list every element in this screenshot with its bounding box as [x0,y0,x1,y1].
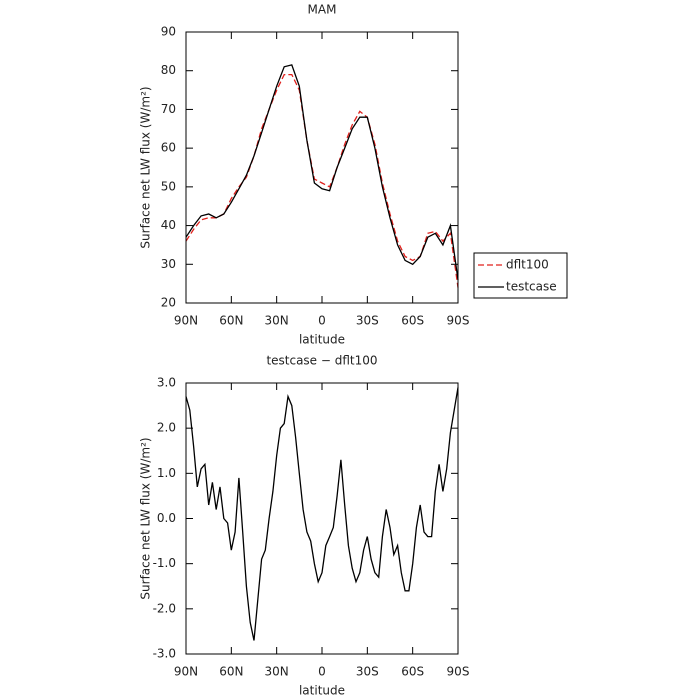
y-tick-label: 20 [161,296,176,310]
x-tick-label: 90N [174,314,198,328]
plot-frame [185,31,459,304]
x-tick-label: 90S [447,665,470,679]
x-tick-label: 60S [401,665,424,679]
x-tick-label: 60N [219,314,243,328]
x-tick-label: 60S [401,314,424,328]
y-tick-label: 90 [161,25,176,39]
plot-frame [185,382,459,655]
y-tick-label: 0.0 [157,511,176,525]
x-tick-label: 30S [356,314,379,328]
legend-label: dflt100 [506,258,549,272]
x-tick-label: 30N [265,665,289,679]
y-tick-label: -3.0 [153,647,176,661]
legend-label: testcase [506,280,557,294]
x-tick-label: 90N [174,665,198,679]
x-tick-label: 60N [219,665,243,679]
y-axis-label: Surface net LW flux (W/m²) [139,437,153,599]
legend-box [473,252,568,299]
chart-title: testcase − dflt100 [266,354,377,368]
y-tick-label: 70 [161,102,176,116]
data-line [185,387,459,641]
y-axis-label: Surface net LW flux (W/m²) [139,86,153,248]
x-tick-label: 90S [447,314,470,328]
x-tick-label: 0 [318,314,326,328]
y-tick-label: 1.0 [157,466,176,480]
y-tick-label: 40 [161,218,176,232]
y-tick-label: 2.0 [157,421,176,435]
y-tick-label: -2.0 [153,601,176,615]
x-axis-label: latitude [299,333,345,347]
x-tick-label: 30S [356,665,379,679]
data-line [185,64,459,280]
x-tick-label: 30N [265,314,289,328]
y-tick-label: 3.0 [157,376,176,390]
chart-title: MAM [308,3,337,17]
x-tick-label: 0 [318,665,326,679]
y-tick-label: 50 [161,179,176,193]
x-axis-label: latitude [299,684,345,698]
y-tick-label: 80 [161,63,176,77]
data-line [185,73,459,288]
y-tick-label: 60 [161,141,176,155]
y-tick-label: 30 [161,257,176,271]
y-tick-label: -1.0 [153,556,176,570]
